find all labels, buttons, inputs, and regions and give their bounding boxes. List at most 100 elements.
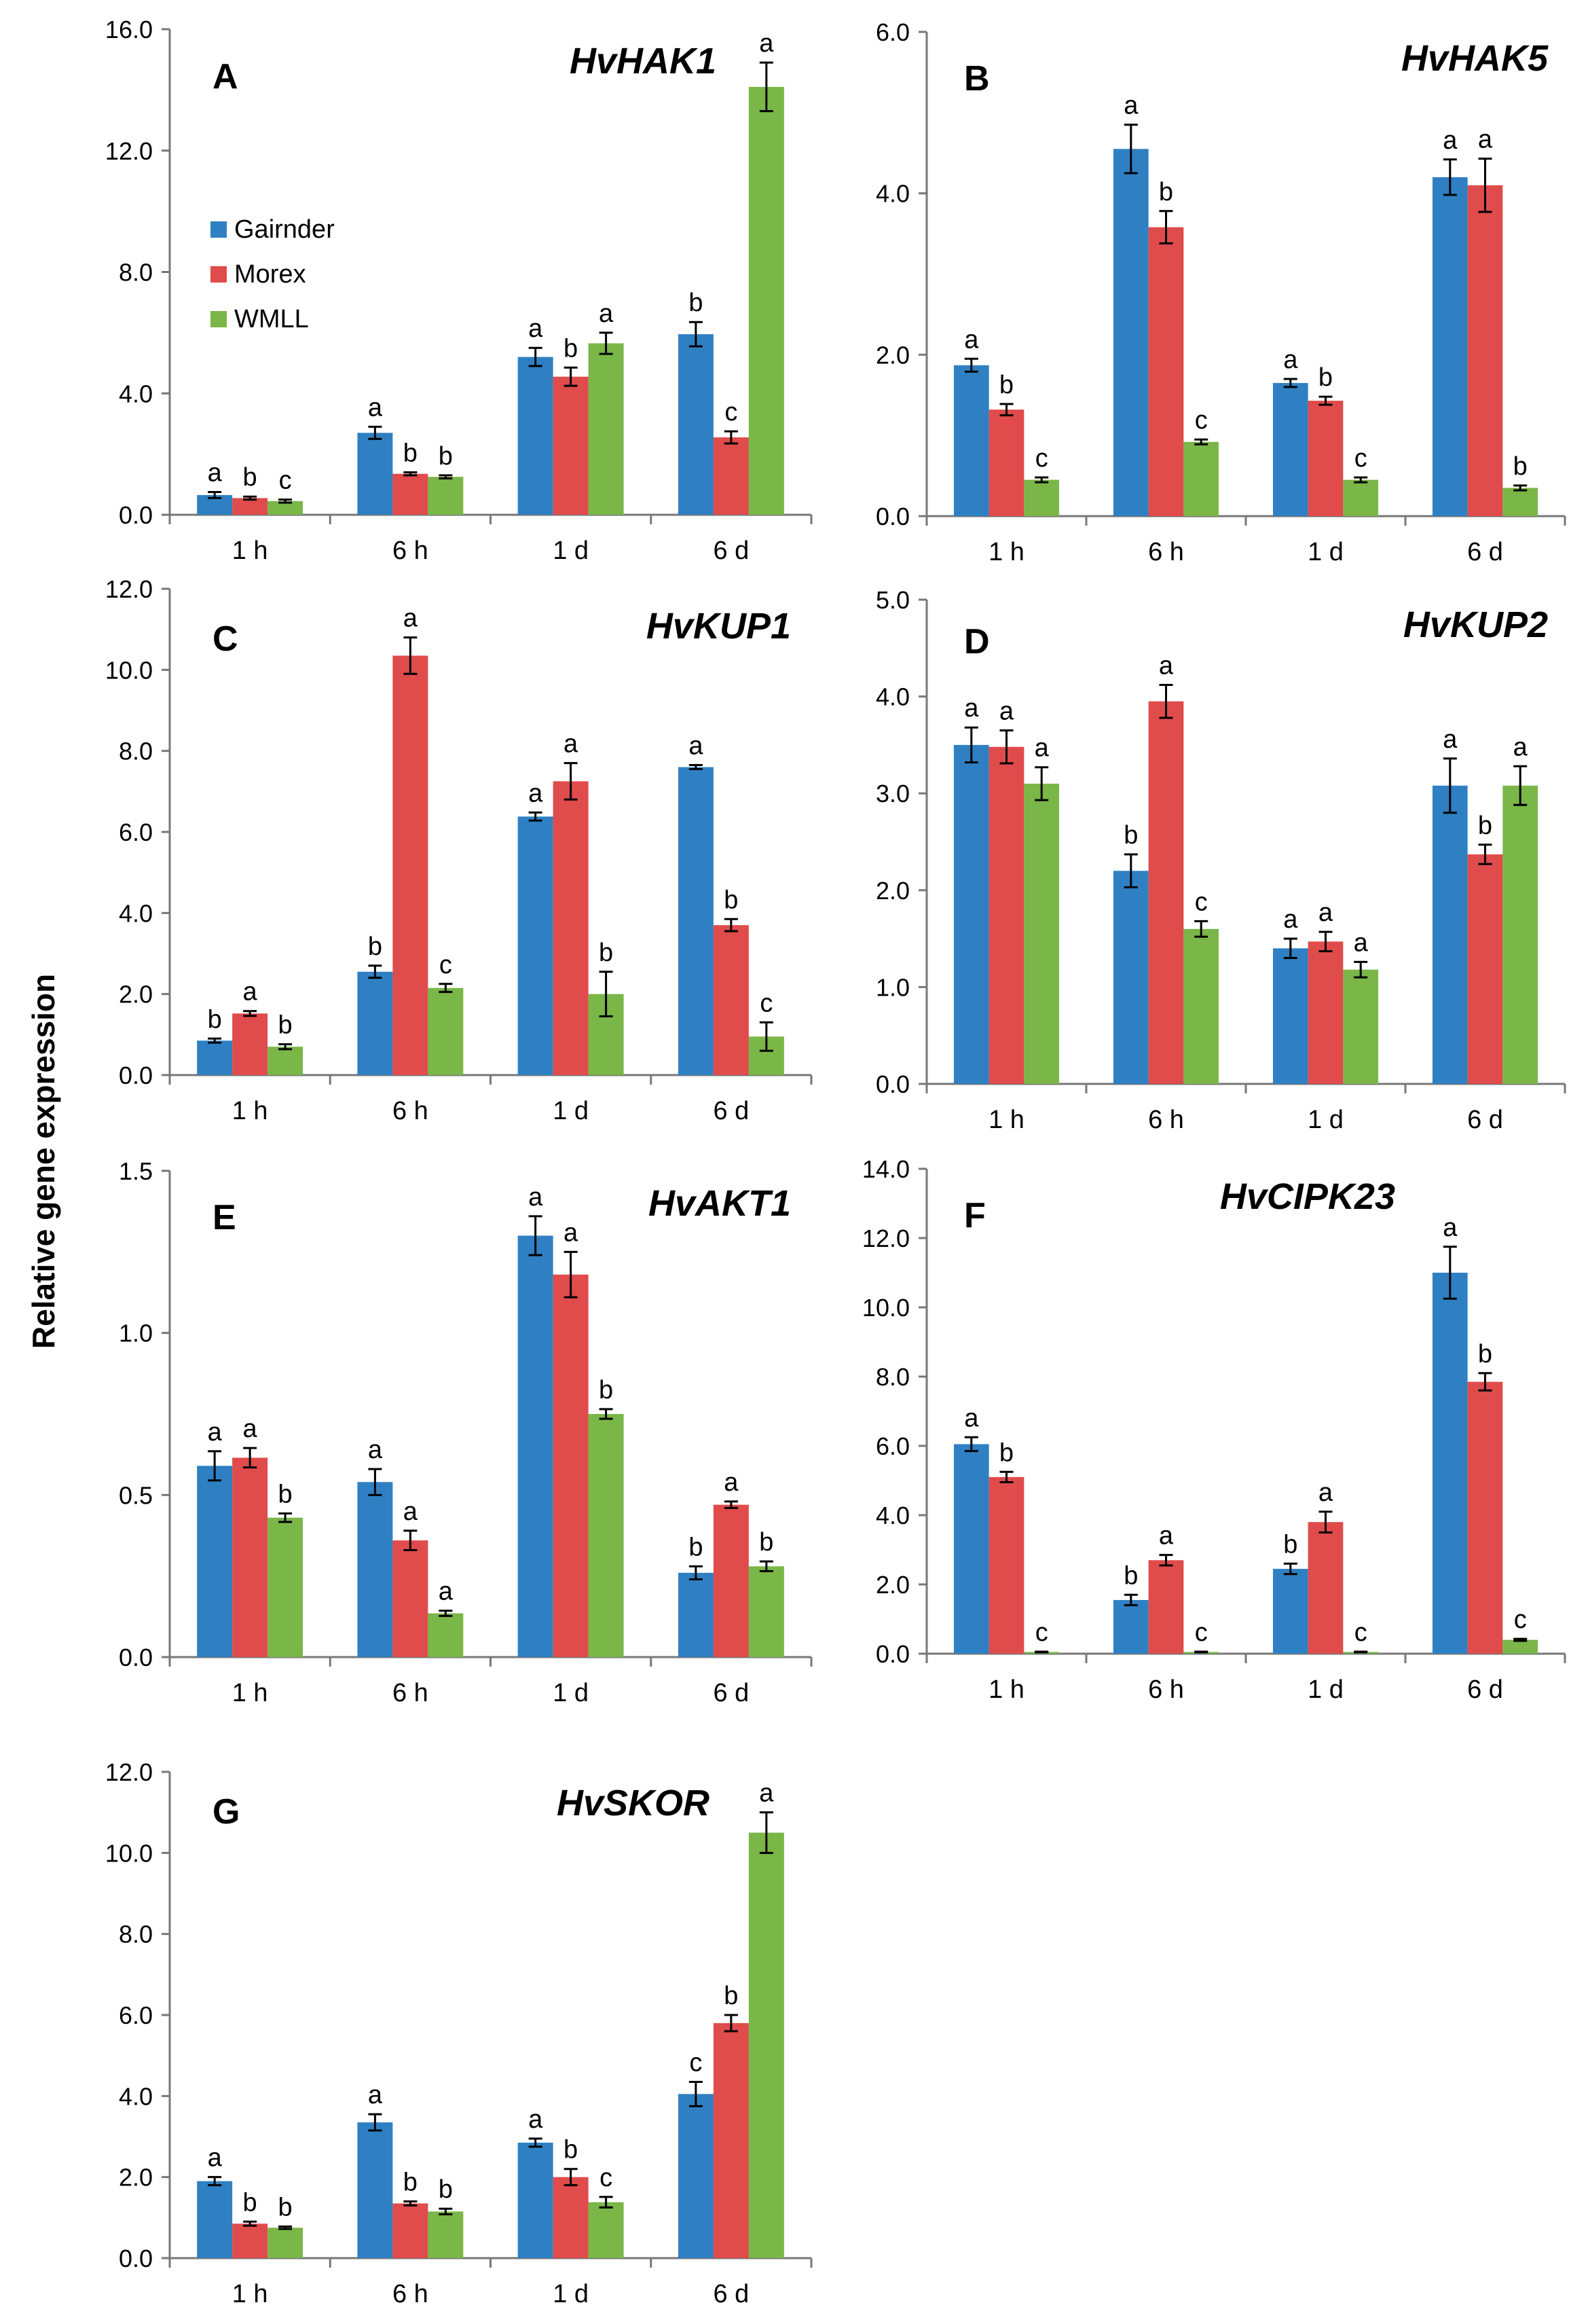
significance-letter: a — [1124, 92, 1139, 120]
y-tick-label: 14.0 — [862, 1155, 910, 1183]
x-tick-label: 6 h — [392, 1679, 428, 1707]
bar — [678, 2094, 714, 2258]
y-tick-label: 10.0 — [862, 1294, 910, 1322]
x-tick-label: 1 h — [232, 2280, 268, 2308]
bar — [517, 2142, 553, 2258]
significance-letter: b — [759, 1528, 773, 1557]
significance-letter: c — [1514, 1605, 1527, 1634]
bar — [1432, 1273, 1468, 1654]
significance-letter: a — [964, 1404, 979, 1432]
bar — [392, 473, 428, 515]
legend-label: Gairnder — [234, 215, 335, 244]
significance-letter: a — [564, 1218, 578, 1247]
bar — [1272, 1569, 1308, 1654]
significance-letter: c — [1195, 1618, 1208, 1647]
significance-letter: b — [999, 371, 1014, 399]
significance-letter: c — [279, 467, 292, 495]
gene-title: HvHAK5 — [1401, 38, 1549, 79]
significance-letter: a — [724, 1468, 739, 1497]
bar — [1432, 177, 1468, 516]
significance-letter: b — [243, 2188, 257, 2217]
x-tick-label: 6 d — [713, 1097, 749, 1125]
significance-letter: a — [243, 978, 258, 1006]
y-tick-label: 2.0 — [119, 2164, 153, 2192]
x-tick-label: 6 d — [713, 2280, 749, 2308]
x-tick-label: 6 d — [713, 537, 749, 565]
bar — [553, 376, 589, 515]
bar — [1183, 928, 1219, 1084]
significance-letter: b — [278, 1011, 293, 1040]
significance-letter: a — [208, 1418, 223, 1447]
bar — [748, 1832, 784, 2258]
y-tick-label: 12.0 — [862, 1224, 910, 1252]
bar — [553, 781, 589, 1075]
y-tick-label: 0.0 — [119, 2245, 153, 2272]
legend-swatch — [210, 221, 227, 238]
bar — [428, 1613, 464, 1657]
panel-letter: G — [213, 1792, 240, 1832]
bar — [713, 1504, 749, 1657]
bar — [1272, 382, 1308, 516]
y-tick-label: 4.0 — [119, 380, 153, 407]
significance-letter: b — [243, 463, 257, 492]
y-tick-label: 0.0 — [876, 1640, 910, 1668]
bar — [1113, 149, 1149, 516]
y-tick-label: 10.0 — [105, 1839, 153, 1867]
x-tick-label: 6 d — [1467, 1106, 1503, 1134]
significance-letter: c — [1354, 1618, 1367, 1647]
bar — [1502, 1639, 1538, 1654]
bar — [1024, 783, 1060, 1084]
bar — [392, 2203, 428, 2258]
significance-letter: c — [1035, 1618, 1048, 1647]
y-tick-label: 0.0 — [119, 1644, 153, 1671]
bar — [428, 987, 464, 1075]
bar — [428, 477, 464, 515]
significance-letter: a — [528, 779, 543, 807]
panel-letter: E — [213, 1198, 236, 1237]
bar — [1467, 1381, 1503, 1654]
x-tick-label: 1 d — [1308, 538, 1344, 566]
bar — [517, 357, 553, 515]
significance-letter: a — [1035, 734, 1050, 763]
significance-letter: a — [528, 1183, 543, 1212]
panel-letter: A — [213, 57, 238, 96]
significance-letter: b — [1513, 452, 1528, 481]
y-tick-label: 0.5 — [119, 1481, 153, 1509]
significance-letter: a — [1159, 651, 1174, 680]
significance-letter: a — [208, 458, 223, 487]
y-tick-label: 6.0 — [876, 1432, 910, 1460]
y-tick-label: 12.0 — [105, 575, 153, 603]
significance-letter: b — [564, 2136, 578, 2164]
panel-letter: B — [964, 59, 990, 98]
significance-letter: c — [689, 2048, 702, 2077]
bar — [1183, 441, 1219, 516]
bar — [1148, 227, 1184, 516]
bar — [1343, 479, 1379, 516]
bar — [197, 1040, 233, 1075]
bar — [588, 2202, 624, 2258]
significance-letter: a — [1443, 1214, 1458, 1242]
bar — [392, 655, 428, 1075]
y-tick-label: 6.0 — [119, 2001, 153, 2029]
gene-title: HvHAK1 — [570, 41, 716, 81]
significance-letter: b — [599, 939, 613, 967]
significance-letter: c — [724, 398, 737, 426]
bar — [1502, 785, 1538, 1084]
y-tick-label: 6.0 — [876, 18, 910, 46]
x-tick-label: 1 h — [232, 1679, 268, 1707]
x-tick-label: 1 h — [989, 538, 1024, 566]
bar — [713, 437, 749, 515]
significance-letter: b — [403, 2168, 418, 2196]
y-tick-label: 4.0 — [876, 683, 910, 711]
significance-letter: a — [599, 299, 614, 328]
bar — [232, 498, 268, 515]
significance-letter: c — [1195, 406, 1208, 435]
significance-letter: a — [1318, 1478, 1333, 1507]
significance-letter: b — [599, 1376, 613, 1404]
x-tick-label: 6 d — [1467, 1675, 1503, 1704]
